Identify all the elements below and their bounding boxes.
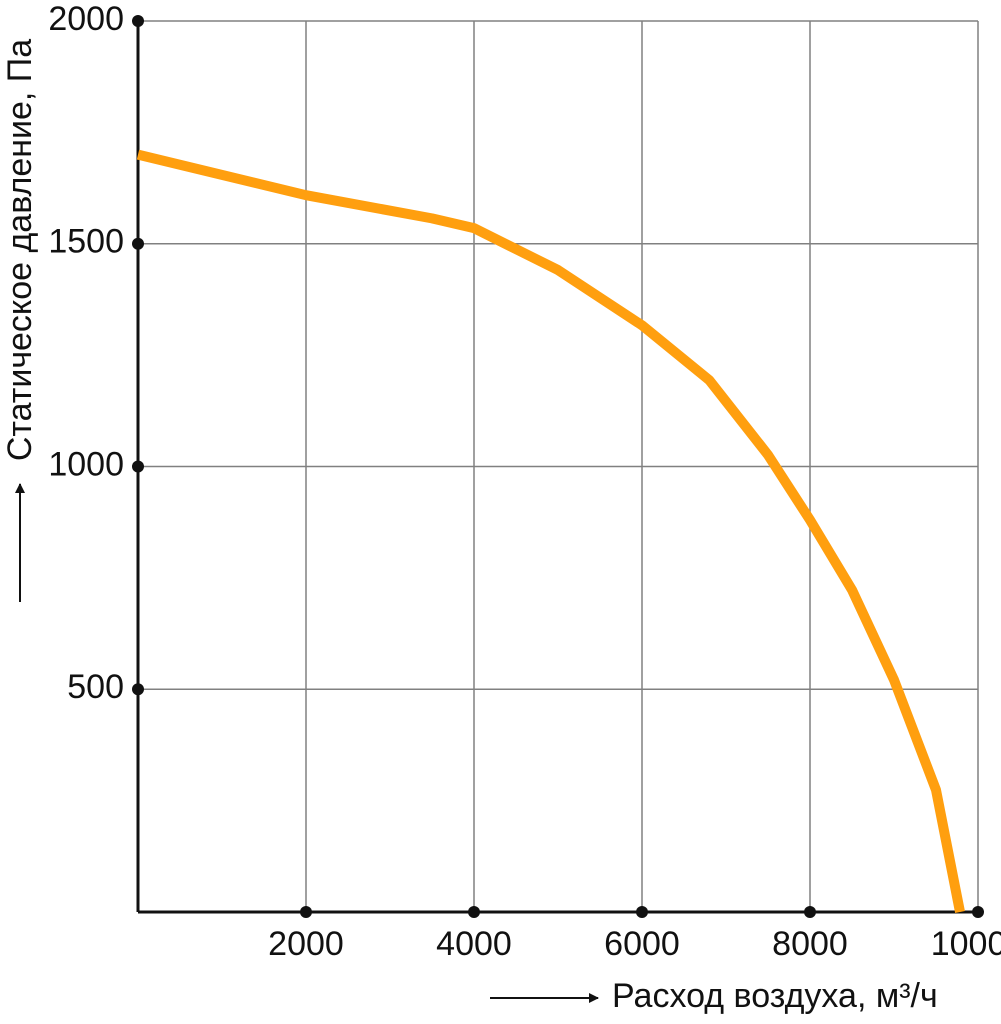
y-tick-mark: [132, 460, 144, 473]
x-tick-mark: [300, 906, 312, 918]
x-tick-label: 4000: [436, 925, 512, 963]
y-tick-label: 1500: [48, 223, 124, 261]
y-tick-label: 1000: [48, 445, 124, 483]
x-tick-label: 10000: [931, 925, 1001, 963]
x-axis-label: Расход воздуха, м³/ч: [612, 977, 938, 1015]
x-tick-label: 2000: [268, 925, 344, 963]
x-tick-mark: [468, 906, 480, 918]
y-tick-mark: [132, 683, 144, 696]
y-tick-label: 500: [67, 668, 124, 706]
y-tick-label: 2000: [48, 0, 124, 38]
y-tick-mark: [132, 237, 144, 250]
x-tick-label: 8000: [772, 925, 848, 963]
x-tick-mark: [972, 906, 984, 918]
y-tick-mark: [132, 15, 144, 27]
curve: [136, 149, 965, 913]
x-tick-label: 6000: [604, 925, 680, 963]
x-tick-mark: [636, 906, 648, 918]
x-tick-mark: [804, 906, 816, 918]
y-axis-label: Статическое давление, Па: [1, 39, 39, 461]
